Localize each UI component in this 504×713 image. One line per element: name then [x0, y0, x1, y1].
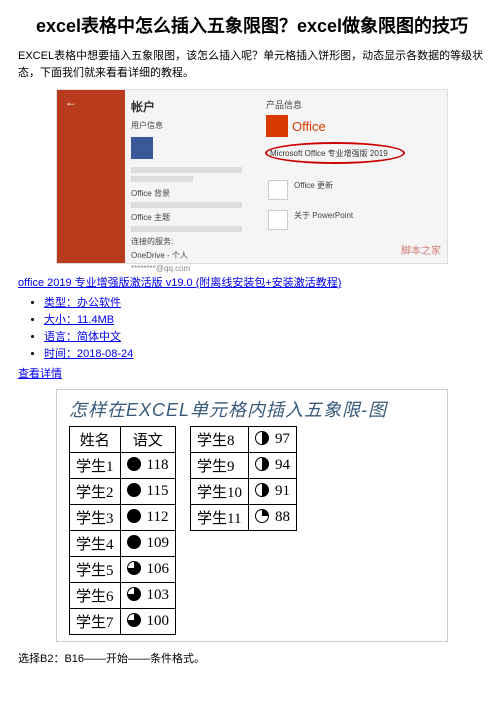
score-table-right: 学生897学生994学生1091学生1188	[190, 426, 297, 531]
office-logo: Office	[266, 115, 441, 137]
value-cell: 106	[120, 557, 176, 583]
email-sample: ********@qq.com	[131, 264, 254, 273]
account-left-panel: 帐户 用户信息 Office 背景 Office 主题 连接的服务: OneDr…	[125, 90, 260, 263]
back-arrow-icon: ←	[57, 90, 125, 114]
quadrant-pie-icon	[127, 535, 141, 549]
name-cell: 学生11	[191, 505, 249, 531]
name-cell: 学生7	[70, 609, 121, 635]
value-cell: 94	[249, 453, 297, 479]
onedrive-label: OneDrive - 个人	[131, 250, 254, 261]
name-cell: 学生5	[70, 557, 121, 583]
product-info-panel: 产品信息 Office Microsoft Office 专业增强版 2019 …	[260, 90, 447, 263]
value-cell: 100	[120, 609, 176, 635]
meta-link[interactable]: 时间：2018-08-24	[44, 348, 133, 360]
quadrant-pie-icon	[255, 509, 269, 523]
col-header-score: 语文	[120, 427, 176, 453]
placeholder-line	[131, 176, 193, 182]
quadrant-pie-icon	[127, 613, 141, 627]
quadrant-pie-icon	[255, 431, 269, 445]
meta-link[interactable]: 语言：简体中文	[44, 331, 121, 343]
quadrant-pie-icon	[127, 561, 141, 575]
col-header-name: 姓名	[70, 427, 121, 453]
value-cell: 91	[249, 479, 297, 505]
product-info-label: 产品信息	[266, 98, 441, 111]
detail-link[interactable]: 查看详情	[18, 368, 62, 380]
watermark-text: 脚本之家	[401, 242, 441, 257]
about-icon	[268, 210, 288, 230]
meta-item-lang: 语言：简体中文	[44, 328, 486, 344]
name-cell: 学生10	[191, 479, 249, 505]
table-row: 学生7100	[70, 609, 176, 635]
value-cell: 112	[120, 505, 176, 531]
quadrant-pie-icon	[127, 483, 141, 497]
download-link[interactable]: office 2019 专业增强版激活版 v19.0 (附离线安装包+安装激活教…	[18, 277, 341, 289]
figure-title: 怎样在EXCEL单元格内插入五象限-图	[57, 390, 447, 426]
article-title: excel表格中怎么插入五象限图？excel做象限图的技巧	[18, 12, 486, 38]
value-cell: 103	[120, 583, 176, 609]
quadrant-pie-icon	[127, 509, 141, 523]
table-row: 学生897	[191, 427, 297, 453]
about-label: 关于 PowerPoint	[294, 210, 353, 221]
excel-quadrant-figure: 怎样在EXCEL单元格内插入五象限-图 姓名 语文 学生1118学生2115学生…	[56, 389, 448, 642]
quadrant-pie-icon	[255, 483, 269, 497]
office-account-screenshot: 演示 – Microsoft PowerPoint 办公软件 — PowerPo…	[56, 89, 448, 264]
table-header-row: 姓名 语文	[70, 427, 176, 453]
quadrant-pie-icon	[127, 457, 141, 471]
value-cell: 115	[120, 479, 176, 505]
name-cell: 学生1	[70, 453, 121, 479]
office-red-sidebar: ←	[57, 90, 125, 263]
name-cell: 学生6	[70, 583, 121, 609]
user-info-label: 用户信息	[131, 120, 254, 131]
software-meta-list: 类型：办公软件 大小：11.4MB 语言：简体中文 时间：2018-08-24	[44, 294, 486, 361]
table-row: 学生1118	[70, 453, 176, 479]
article-intro: EXCEL表格中想要插入五象限图，该怎么插入呢？单元格插入饼形图，动态显示各数据…	[18, 48, 486, 81]
name-cell: 学生9	[191, 453, 249, 479]
table-row: 学生2115	[70, 479, 176, 505]
meta-link[interactable]: 大小：11.4MB	[44, 314, 114, 326]
update-label: Office 更新	[294, 180, 333, 191]
name-cell: 学生4	[70, 531, 121, 557]
table-row: 学生3112	[70, 505, 176, 531]
product-name: Microsoft Office 专业增强版 2019	[270, 148, 388, 159]
update-icon	[268, 180, 288, 200]
step-instruction: 选择B2：B16——开始——条件格式。	[18, 650, 486, 666]
account-header: 帐户	[131, 98, 254, 115]
placeholder-line	[131, 167, 242, 173]
name-cell: 学生8	[191, 427, 249, 453]
value-cell: 97	[249, 427, 297, 453]
about-row: 关于 PowerPoint	[268, 210, 353, 230]
office-bg-label: Office 背景	[131, 188, 254, 199]
value-cell: 118	[120, 453, 176, 479]
meta-link[interactable]: 类型：办公软件	[44, 297, 121, 309]
table-row: 学生994	[191, 453, 297, 479]
table-row: 学生5106	[70, 557, 176, 583]
tables-container: 姓名 语文 学生1118学生2115学生3112学生4109学生5106学生61…	[57, 426, 447, 641]
detail-link-block: 查看详情	[18, 365, 486, 381]
name-cell: 学生3	[70, 505, 121, 531]
office-logo-text: Office	[292, 119, 326, 134]
score-table-left: 姓名 语文 学生1118学生2115学生3112学生4109学生5106学生61…	[69, 426, 176, 635]
table-row: 学生1091	[191, 479, 297, 505]
quadrant-pie-icon	[255, 457, 269, 471]
avatar-icon	[131, 137, 153, 159]
office-update-row: Office 更新	[268, 180, 333, 200]
value-cell: 109	[120, 531, 176, 557]
quadrant-pie-icon	[127, 587, 141, 601]
table-row: 学生6103	[70, 583, 176, 609]
meta-item-type: 类型：办公软件	[44, 294, 486, 310]
table-row: 学生4109	[70, 531, 176, 557]
name-cell: 学生2	[70, 479, 121, 505]
connected-services-label: 连接的服务:	[131, 236, 254, 247]
value-cell: 88	[249, 505, 297, 531]
office-theme-label: Office 主题	[131, 212, 254, 223]
meta-item-size: 大小：11.4MB	[44, 311, 486, 327]
download-link-block: office 2019 专业增强版激活版 v19.0 (附离线安装包+安装激活教…	[18, 274, 486, 290]
placeholder-line	[131, 202, 242, 208]
office-logo-icon	[266, 115, 288, 137]
placeholder-line	[131, 226, 242, 232]
meta-item-time: 时间：2018-08-24	[44, 345, 486, 361]
table-row: 学生1188	[191, 505, 297, 531]
